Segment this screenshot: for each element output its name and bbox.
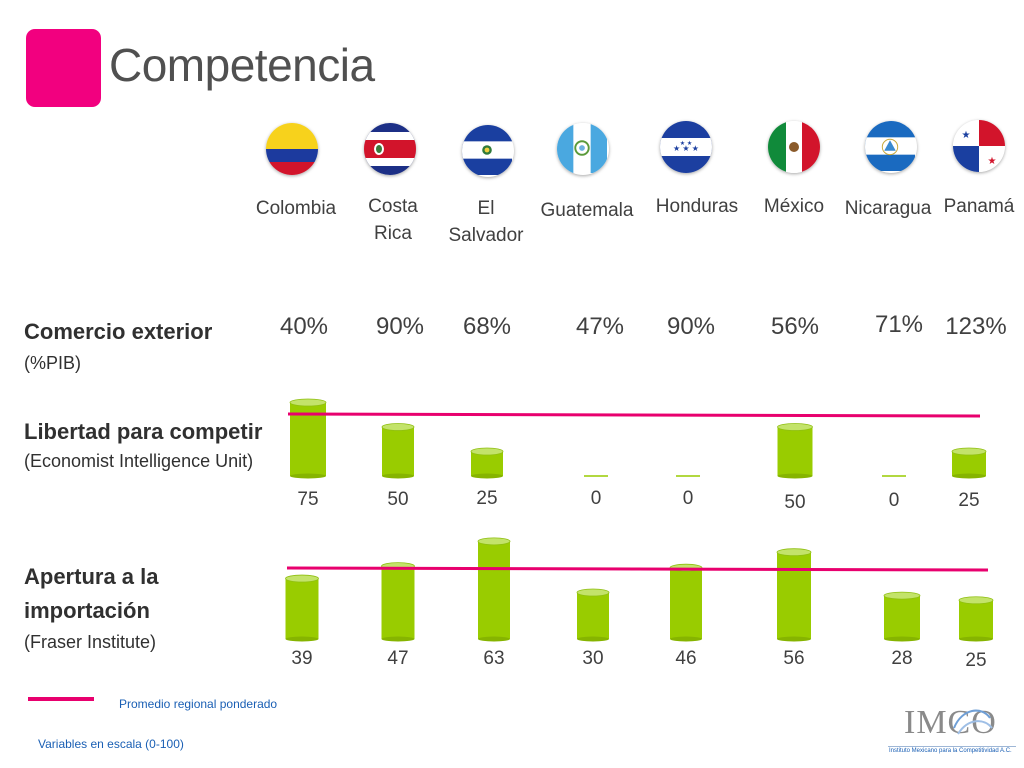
comercio-exterior-label: Comercio exterior (24, 319, 213, 344)
country-name-colombia: Colombia (255, 198, 337, 219)
libertad-value-colombia: 75 (297, 489, 318, 510)
mexico-flag-icon (768, 121, 820, 173)
apertura-bar-honduras (669, 563, 703, 642)
nicaragua-flag-icon (865, 121, 917, 173)
libertad-value-costa-rica: 50 (387, 489, 408, 510)
svg-text:★: ★ (962, 130, 971, 141)
apertura-value-nicaragua: 28 (891, 648, 912, 669)
el-salvador-flag-icon (462, 125, 514, 177)
libertad-value-guatemala: 0 (591, 488, 602, 509)
imco-tagline: Instituto Mexicano para la Competitivida… (889, 748, 1012, 754)
libertad-bar-colombia (289, 398, 327, 479)
legend-line-swatch (28, 697, 94, 701)
apertura-value-el-salvador: 63 (483, 648, 504, 669)
comercio-value-colombia: 40% (279, 313, 329, 340)
scale-note: Variables en escala (0-100) (38, 737, 184, 751)
apertura-value-panama: 25 (965, 650, 986, 671)
apertura-label-line-1: Apertura a la (24, 564, 159, 589)
apertura-label-line-2: importación (24, 598, 150, 623)
libertad-value-mexico: 50 (784, 492, 805, 513)
libertad-value-honduras: 0 (683, 488, 694, 509)
libertad-bar-mexico (777, 423, 813, 479)
title-accent-square (26, 29, 101, 107)
costa-rica-flag-icon (364, 123, 416, 175)
svg-text:★ ★: ★ ★ (680, 140, 692, 147)
country-name-nicaragua: Nicaragua (844, 198, 932, 219)
apertura-value-colombia: 39 (291, 648, 312, 669)
legend-label: Promedio regional ponderado (119, 697, 278, 711)
apertura-bar-costa-rica (381, 562, 415, 642)
libertad-label: Libertad para competir (24, 419, 263, 444)
libertad-source: (Economist Intelligence Unit) (24, 451, 254, 471)
apertura-bar-guatemala (576, 588, 610, 642)
page-title: Competencia (109, 39, 375, 91)
apertura-bar-mexico (776, 548, 812, 642)
comercio-value-nicaragua: 71% (874, 311, 924, 338)
libertad-bar-panama (951, 447, 987, 479)
apertura-value-mexico: 56 (783, 648, 804, 669)
imco-swirl-icon (953, 709, 993, 735)
apertura-bar-el-salvador (477, 537, 511, 642)
country-name-el-salvador: El Salvador (448, 198, 524, 246)
apertura-bar-colombia (285, 574, 319, 642)
comercio-value-el-salvador: 68% (462, 313, 512, 340)
imco-underline (888, 746, 1016, 747)
apertura-regional-average-line (286, 566, 989, 572)
country-name-guatemala: Guatemala (540, 200, 634, 221)
comercio-exterior-source: (%PIB) (24, 353, 82, 373)
country-name-panama: Panamá (943, 196, 1015, 217)
libertad-regional-average-line (287, 412, 981, 418)
libertad-bar-el-salvador (470, 447, 504, 479)
libertad-value-panama: 25 (958, 490, 979, 511)
comercio-value-honduras: 90% (666, 313, 716, 340)
comercio-value-guatemala: 47% (575, 313, 625, 340)
country-name-honduras: Honduras (655, 196, 739, 217)
apertura-bar-panama (958, 596, 994, 642)
libertad-chart: 75 50 25 0 0 50 0 25 (287, 398, 987, 513)
guatemala-flag-icon (557, 123, 609, 175)
apertura-chart: 39 47 63 30 46 56 28 25 (285, 537, 994, 671)
comercio-value-panama: 123% (945, 313, 1007, 340)
apertura-value-guatemala: 30 (582, 648, 603, 669)
comercio-value-costa-rica: 90% (375, 313, 425, 340)
libertad-bar-costa-rica (381, 423, 415, 479)
honduras-flag-icon: ★ ★ ★ ★ ★ (660, 121, 712, 173)
apertura-source: (Fraser Institute) (24, 632, 157, 652)
apertura-value-costa-rica: 47 (387, 648, 408, 669)
apertura-value-honduras: 46 (675, 648, 696, 669)
comercio-value-mexico: 56% (770, 313, 820, 340)
libertad-value-nicaragua: 0 (889, 490, 900, 511)
country-name-costa-rica: Costa Rica (368, 196, 418, 244)
apertura-bar-nicaragua (883, 591, 921, 642)
svg-text:★ ★ ★: ★ ★ ★ (673, 144, 699, 153)
country-name-mexico: México (763, 196, 825, 217)
libertad-value-el-salvador: 25 (476, 488, 497, 509)
svg-text:★: ★ (988, 156, 997, 167)
